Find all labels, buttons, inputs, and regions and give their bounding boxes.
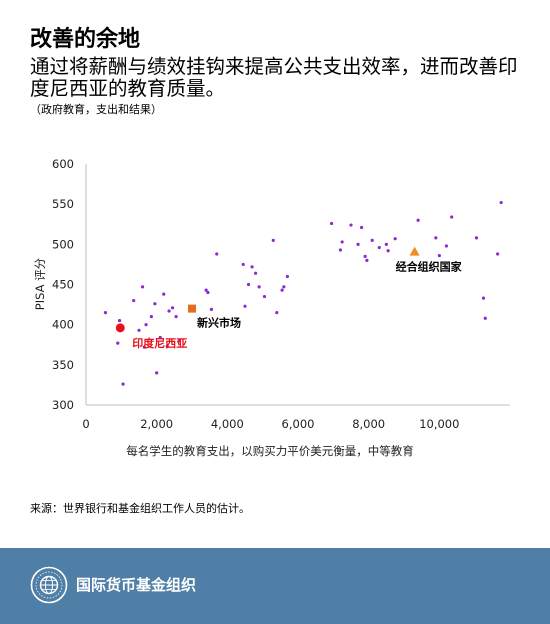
data-point (167, 309, 171, 313)
data-point (338, 248, 342, 252)
data-point (434, 236, 438, 240)
x-tick-label: 8,000 (352, 417, 385, 431)
data-point (170, 306, 175, 310)
data-point (241, 262, 245, 267)
x-tick-label: 4,000 (211, 417, 244, 431)
data-point (271, 238, 275, 242)
chart-caption: （政府教育，支出和结果） (30, 103, 162, 116)
data-point (474, 236, 479, 240)
data-point (365, 258, 369, 262)
data-point (121, 382, 125, 386)
chart-subtitle: 通过将薪酬与绩效挂钩来提高公共支出效率，进而改善印度尼西亚的教育质量。 (30, 55, 518, 100)
indonesia-point (115, 323, 125, 333)
data-point (349, 223, 353, 227)
data-point (178, 339, 182, 343)
data-point (393, 237, 397, 241)
scatter-chart: 300 350 400 450 500 550 600 0 2,000 4,000 6,000 8,0… (33, 157, 510, 458)
y-tick-label: 500 (52, 237, 74, 251)
data-point (280, 288, 284, 292)
data-point (132, 298, 136, 303)
data-point (450, 215, 454, 219)
data-point (356, 242, 360, 246)
footer-banner: 国际货币基金组织 (0, 548, 550, 624)
data-point (499, 200, 503, 205)
data-point (377, 245, 381, 250)
data-point (481, 296, 486, 300)
y-axis-title: PISA 评分 (33, 257, 47, 310)
chart-axes (85, 164, 510, 406)
y-tick-label: 550 (52, 197, 74, 211)
data-point (103, 311, 108, 315)
data-point (483, 316, 487, 320)
data-point (340, 240, 344, 244)
data-point (275, 311, 279, 315)
data-point (117, 319, 122, 323)
data-point (370, 238, 374, 242)
data-point (282, 285, 286, 289)
data-point (155, 371, 159, 375)
emerging-markets-point (188, 304, 196, 313)
data-point (254, 271, 258, 275)
data-point (116, 341, 120, 345)
data-point (243, 304, 247, 308)
x-tick-label: 10,000 (419, 417, 459, 431)
data-point (386, 249, 390, 253)
oecd-point (409, 246, 420, 256)
data-point (165, 344, 169, 348)
data-point (496, 252, 500, 256)
chart-ticks: 300 350 400 450 500 550 600 0 2,000 4,000 6,000 8,0… (52, 157, 459, 431)
data-point (329, 221, 334, 226)
data-point (444, 244, 448, 248)
data-point (158, 335, 162, 340)
data-point (246, 282, 251, 287)
data-point (140, 285, 145, 289)
data-point (360, 225, 364, 230)
y-tick-label: 400 (52, 318, 74, 332)
data-point (174, 315, 178, 319)
x-axis-title: 每名学生的教育支出，以购买力平价美元衡量，中等教育 (126, 444, 414, 458)
data-point (285, 274, 289, 279)
y-tick-label: 350 (52, 358, 74, 372)
y-tick-label: 600 (52, 157, 74, 171)
data-point (384, 242, 388, 246)
data-point (209, 307, 214, 312)
source-note: 来源：世界银行和基金组织工作人员的估计。 (30, 502, 250, 515)
y-tick-label: 300 (52, 398, 74, 412)
data-point (437, 253, 441, 258)
x-tick-label: 6,000 (282, 417, 315, 431)
data-point (262, 294, 267, 299)
data-label: 经合组织国家 (396, 260, 463, 274)
footer-org-name: 国际货币基金组织 (76, 576, 197, 594)
x-tick-label: 2,000 (140, 417, 173, 431)
data-point (204, 288, 208, 292)
data-point (153, 302, 157, 306)
data-point (215, 252, 219, 256)
data-point (137, 328, 141, 332)
data-point (149, 315, 153, 319)
data-point (416, 218, 420, 222)
data-point (250, 265, 254, 269)
data-point (142, 345, 146, 349)
x-tick-label: 0 (82, 417, 89, 431)
chart-title: 改善的余地 (30, 27, 141, 52)
data-label: 印度尼西亚 (132, 336, 187, 350)
data-point (162, 292, 166, 296)
data-point (206, 290, 210, 295)
data-point (363, 254, 367, 258)
data-point (257, 285, 261, 289)
y-tick-label: 450 (52, 278, 74, 292)
imf-logo-icon (30, 566, 68, 604)
data-label: 新兴市场 (197, 316, 241, 330)
data-point (144, 323, 148, 327)
